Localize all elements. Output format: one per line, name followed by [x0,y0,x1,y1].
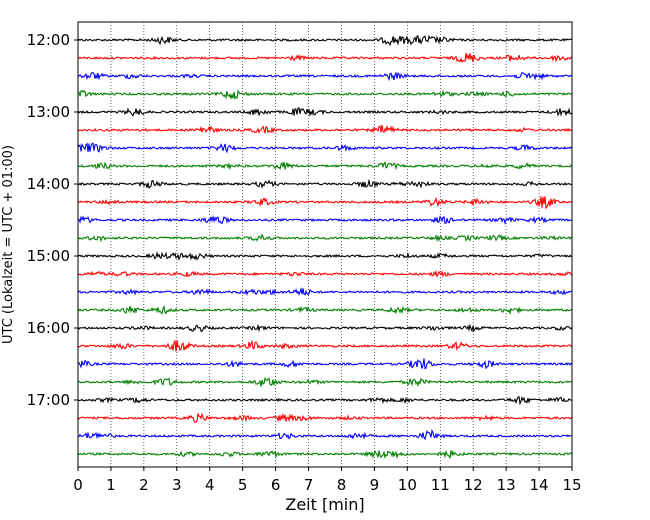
seismogram-trace [77,161,573,171]
seismogram-trace [77,323,573,333]
seismogram-trace [77,376,573,387]
seismogram-traces [77,34,573,460]
grid-lines [110,22,540,467]
seismogram-trace [77,196,573,210]
x-axis-ticks: 0 1 2 3 4 5 6 7 8 9 10 11 12 13 14 15 [73,467,582,494]
seismogram-trace [77,142,573,154]
x-tick-label: 0 [73,476,83,494]
seismogram-trace [77,251,573,262]
x-tick-label: 15 [562,476,581,494]
x-tick-label: 3 [172,476,182,494]
y-tick-label: 13:00 [27,103,70,121]
y-axis-ticks: 12:00 13:00 14:00 15:00 16:00 17:00 [27,31,78,409]
x-tick-label: 13 [497,476,516,494]
seismogram-trace [77,412,573,423]
x-tick-label: 7 [304,476,314,494]
x-tick-label: 10 [398,476,417,494]
seismogram-trace [77,428,573,441]
x-tick-label: 2 [139,476,149,494]
seismogram-trace [77,34,573,47]
x-tick-label: 12 [464,476,483,494]
seismogram-trace [77,124,573,134]
seismogram-trace [77,287,573,297]
x-tick-label: 6 [271,476,281,494]
x-tick-label: 9 [370,476,380,494]
x-tick-label: 1 [106,476,116,494]
plot-frame [77,21,573,468]
y-tick-label: 14:00 [27,175,70,193]
seismogram-trace [77,179,573,189]
x-tick-label: 5 [238,476,248,494]
seismogram-trace [77,358,573,370]
y-tick-label: 12:00 [27,31,70,49]
seismogram-trace [77,52,573,63]
x-tick-label: 8 [337,476,347,494]
seismogram-trace [77,304,573,315]
x-axis-label: Zeit [min] [285,495,364,514]
seismogram-trace [77,449,573,460]
seismogram-trace [77,233,573,243]
x-tick-label: 14 [530,476,549,494]
seismogram-trace [77,214,573,226]
y-tick-label: 16:00 [27,319,70,337]
y-tick-label: 17:00 [27,391,70,409]
seismogram-trace [77,269,573,278]
seismogram-trace [77,89,573,100]
seismogram-trace [77,339,573,352]
seismogram-trace [77,71,573,82]
x-tick-label: 11 [431,476,450,494]
seismogram-trace [77,107,573,118]
seismogram-trace [77,395,573,406]
x-tick-label: 4 [205,476,215,494]
y-tick-label: 15:00 [27,247,70,265]
y-axis-label: UTC (Lokalzeit = UTC + 01:00) [1,145,16,344]
